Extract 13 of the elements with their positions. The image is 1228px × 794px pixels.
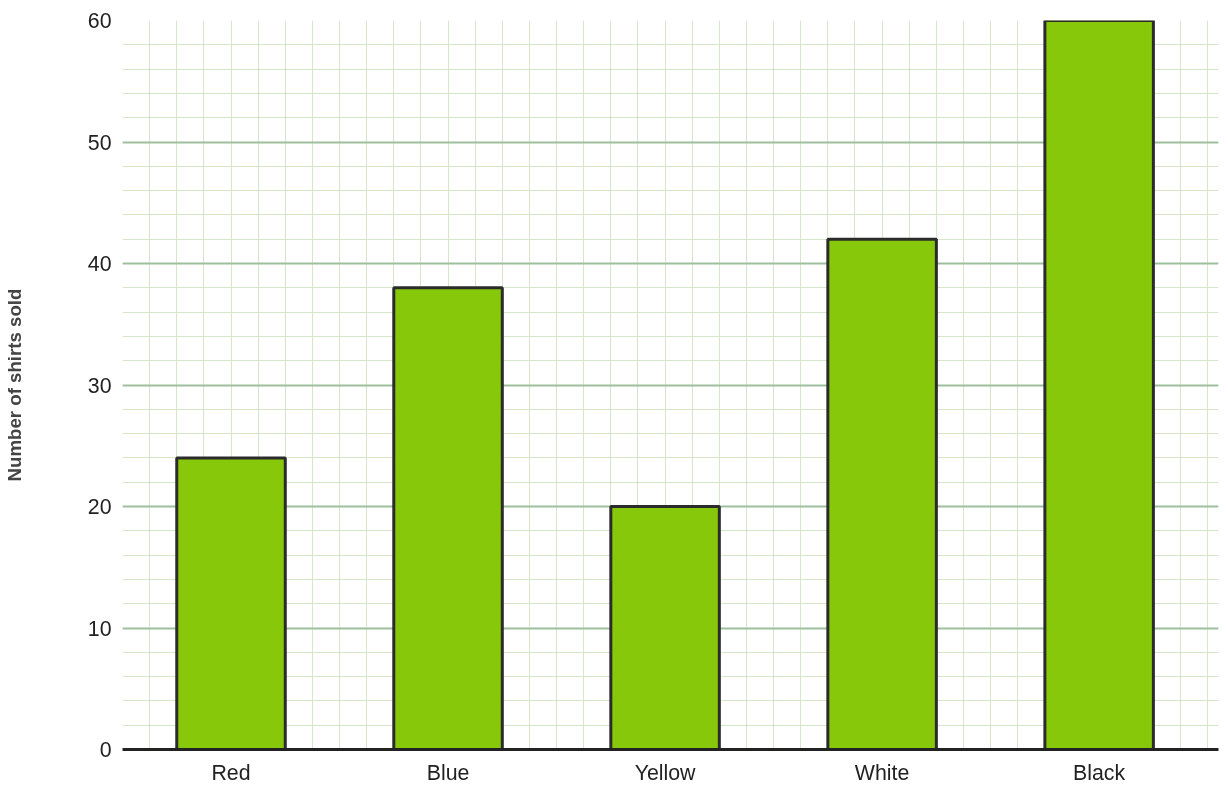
y-tick-label: 10 (87, 616, 112, 641)
y-tick-label: 60 (87, 9, 112, 33)
y-tick-label: 50 (87, 130, 112, 155)
x-tick-label: Red (211, 760, 251, 785)
y-tick-label: 40 (87, 252, 112, 276)
y-tick-label: 30 (87, 373, 112, 398)
x-tick-label: Yellow (634, 760, 697, 785)
y-tick-label: 20 (87, 495, 112, 519)
y-axis-title: Number of shirts sold (3, 288, 25, 482)
x-tick-label: Black (1073, 760, 1126, 785)
y-tick-label: 0 (99, 738, 112, 762)
x-tick-label: Blue (426, 760, 470, 785)
x-tick-label: White (854, 760, 910, 785)
